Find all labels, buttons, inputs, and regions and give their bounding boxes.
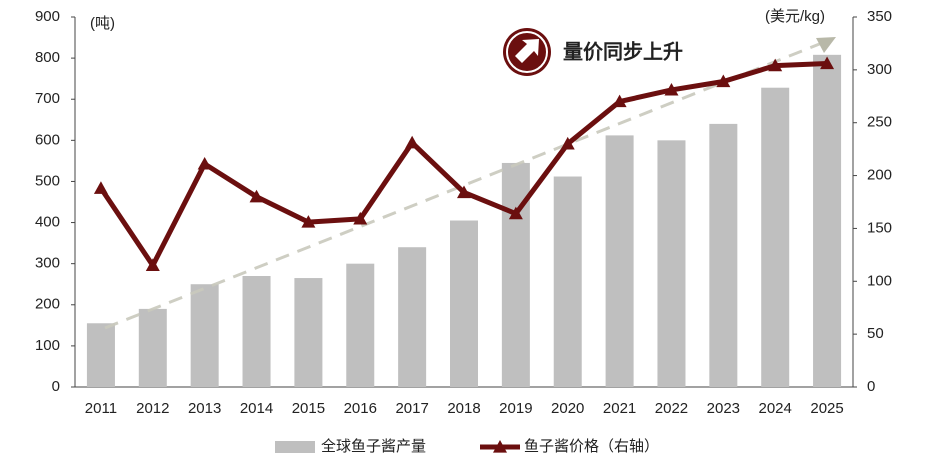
bar xyxy=(190,284,219,387)
annotation-icon xyxy=(503,28,551,76)
y-tick-label: 800 xyxy=(35,49,60,66)
y2-axis-label: (美元/kg) xyxy=(765,8,825,25)
line-marker xyxy=(508,206,523,220)
y2-tick-label: 350 xyxy=(867,8,892,25)
line-marker xyxy=(560,136,575,150)
y2-tick-label: 300 xyxy=(867,61,892,78)
line-marker xyxy=(301,215,316,228)
x-tick-label: 2022 xyxy=(655,400,688,417)
y-tick-label: 200 xyxy=(35,296,60,313)
x-tick-label: 2018 xyxy=(447,400,480,417)
y-tick-label: 400 xyxy=(35,214,60,231)
x-tick-label: 2013 xyxy=(188,400,221,417)
annotation: 量价同步上升 xyxy=(563,40,683,63)
icon-arrow xyxy=(515,39,539,63)
line-marker xyxy=(612,94,627,108)
x-tick-label: 2015 xyxy=(292,400,325,417)
y-tick-label: 300 xyxy=(35,255,60,272)
y-tick-label: 500 xyxy=(35,172,60,189)
line-marker xyxy=(457,185,471,199)
trend-head xyxy=(816,37,836,53)
line-marker xyxy=(145,258,160,272)
icon-ring xyxy=(506,31,548,73)
y2-tick-label: 250 xyxy=(867,114,892,131)
bar xyxy=(242,276,271,387)
bar xyxy=(553,176,582,387)
bar xyxy=(294,278,323,387)
x-tick-label: 2020 xyxy=(551,400,584,417)
y-tick-label: 700 xyxy=(35,90,60,107)
bar xyxy=(86,323,115,387)
x-tick-label: 2024 xyxy=(759,400,792,417)
y2-tick-label: 50 xyxy=(867,325,884,342)
x-tick-label: 2023 xyxy=(707,400,740,417)
bar xyxy=(605,135,634,387)
line-marker xyxy=(93,181,108,194)
y-tick-label: 900 xyxy=(35,8,60,25)
legend-marker xyxy=(493,440,507,453)
x-tick-label: 2019 xyxy=(499,400,532,417)
x-tick-label: 2014 xyxy=(240,400,273,417)
legend-label: 鱼子酱价格（右轴） xyxy=(524,437,659,455)
line-marker xyxy=(353,211,368,225)
y2-tick-label: 200 xyxy=(867,167,892,184)
bar xyxy=(657,140,686,387)
x-tick-label: 2016 xyxy=(344,400,377,417)
bar xyxy=(398,247,427,387)
x-tick-label: 2017 xyxy=(395,400,428,417)
y-tick-label: 0 xyxy=(52,378,60,395)
bar xyxy=(709,123,738,387)
x-tick-label: 2021 xyxy=(603,400,636,417)
line-marker xyxy=(249,189,264,203)
bar xyxy=(138,308,167,387)
line-marker xyxy=(716,74,731,88)
bar xyxy=(346,263,375,387)
trend-arrow xyxy=(104,37,836,330)
bar xyxy=(813,54,842,387)
y2-tick-label: 0 xyxy=(867,378,875,395)
y2-tick-label: 150 xyxy=(867,219,892,236)
x-tick-label: 2012 xyxy=(136,400,169,417)
line-marker xyxy=(768,58,783,72)
trend-line xyxy=(104,41,823,330)
line-marker xyxy=(664,82,679,96)
line-marker xyxy=(405,135,420,149)
bar xyxy=(449,220,479,387)
y-tick-label: 100 xyxy=(35,337,60,354)
line-marker xyxy=(197,156,212,170)
y-tick-label: 600 xyxy=(35,131,60,148)
bar xyxy=(761,87,790,387)
x-tick-label: 2025 xyxy=(810,400,843,417)
legend-swatch xyxy=(275,441,315,453)
line-marker xyxy=(820,56,835,70)
y-axis-label: (吨) xyxy=(90,15,115,32)
legend-label: 全球鱼子酱产量 xyxy=(321,437,426,455)
y2-tick-label: 100 xyxy=(867,272,892,289)
x-tick-label: 2011 xyxy=(85,400,117,417)
